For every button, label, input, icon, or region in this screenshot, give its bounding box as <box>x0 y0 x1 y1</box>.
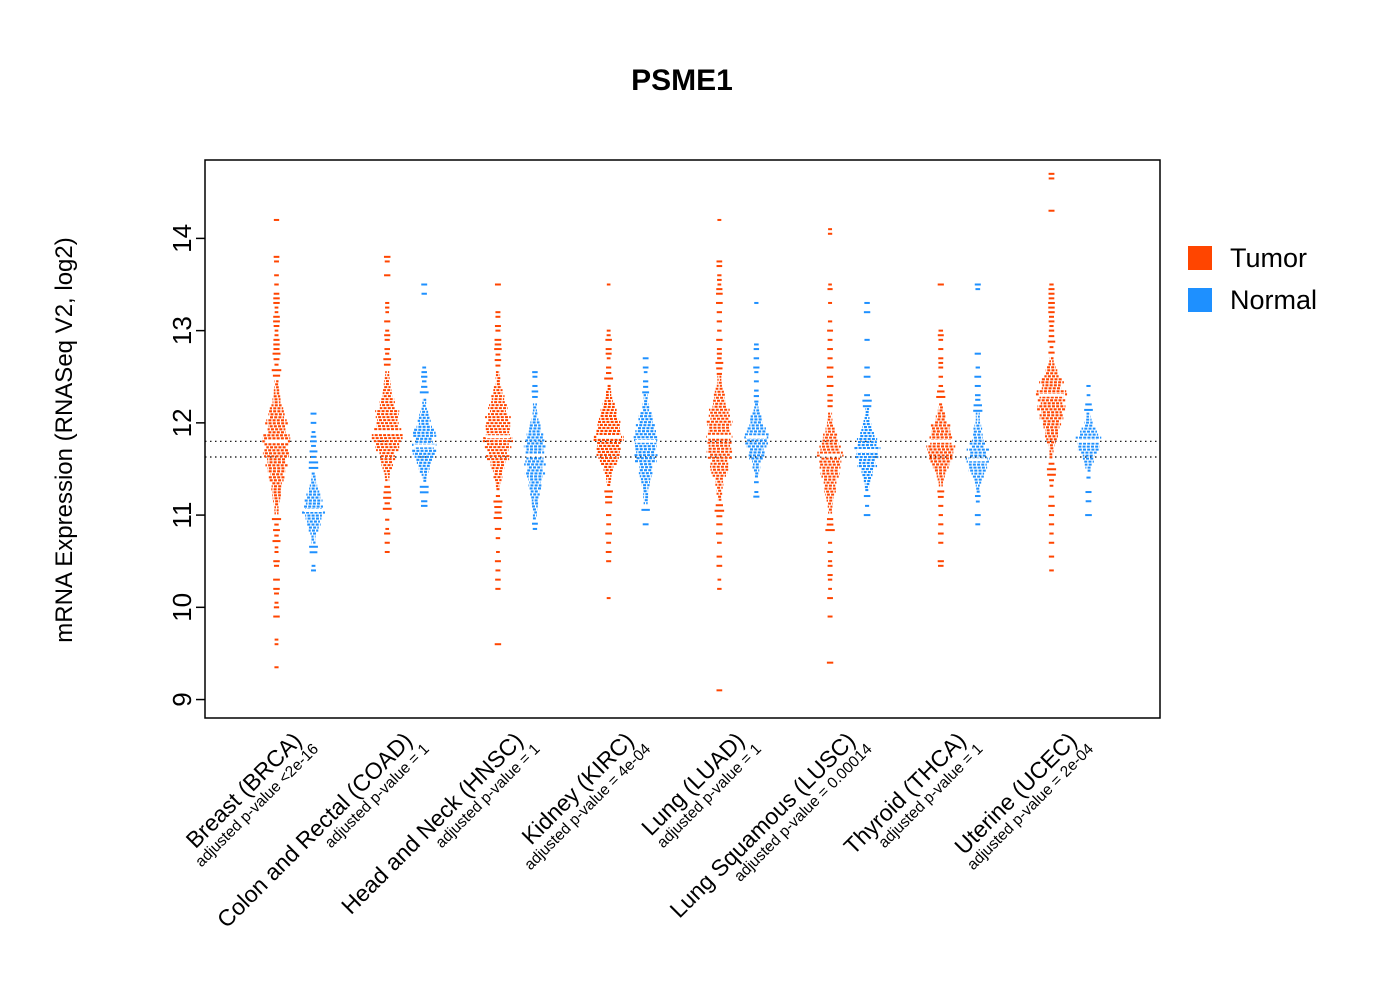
cohort-name: Head and Neck (HNSC) <box>336 727 528 919</box>
violin-2-normal <box>523 371 547 530</box>
violin-2-tumor <box>482 283 513 646</box>
violin-1-tumor <box>371 255 403 553</box>
legend-swatch-normal <box>1188 288 1212 312</box>
cohort-name: Lung Squamous (LUSC) <box>665 727 861 923</box>
y-tick-label: 14 <box>167 224 197 253</box>
y-tick-label: 10 <box>167 593 197 622</box>
y-tick-label: 11 <box>167 502 197 529</box>
violin-1-normal <box>411 283 438 507</box>
x-label-5: Lung Squamous (LUSC)adjusted p-value = 0… <box>665 727 876 923</box>
violin-7-tumor <box>1035 172 1068 572</box>
y-tick-label: 13 <box>167 316 197 345</box>
violin-7-normal <box>1075 384 1102 517</box>
violin-3-tumor <box>593 283 624 600</box>
violin-5-tumor <box>816 228 844 664</box>
legend-label-normal: Normal <box>1230 285 1317 315</box>
axes: 9 10 11 12 13 14 <box>167 159 1161 719</box>
x-label-1: Colon and Rectal (COAD)adjusted p-value … <box>212 727 433 932</box>
y-tick-label: 12 <box>167 408 197 437</box>
legend-swatch-tumor <box>1188 246 1212 270</box>
y-tick-label: 9 <box>167 692 197 706</box>
violin-3-normal <box>633 357 658 526</box>
violin-6-tumor <box>926 283 956 567</box>
violin-4-tumor <box>706 218 733 692</box>
violin-6-normal <box>965 283 990 526</box>
chart-title: PSME1 <box>631 64 733 97</box>
violin-0-normal <box>301 412 326 572</box>
cohort-name: Breast (BRCA) <box>181 727 307 853</box>
violin-0-tumor <box>262 218 291 669</box>
legend: Tumor Normal <box>1188 243 1317 315</box>
violin-5-normal <box>853 301 881 517</box>
x-label-2: Head and Neck (HNSC)adjusted p-value = 1 <box>336 727 543 919</box>
y-axis-label: mRNA Expression (RNASeq V2, log2) <box>51 237 78 643</box>
legend-label-tumor: Tumor <box>1230 243 1307 273</box>
violin-4-normal <box>743 301 770 498</box>
